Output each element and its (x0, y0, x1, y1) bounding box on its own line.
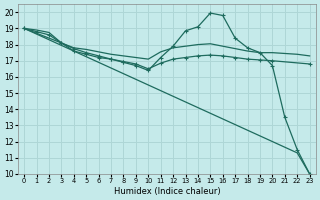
X-axis label: Humidex (Indice chaleur): Humidex (Indice chaleur) (114, 187, 220, 196)
